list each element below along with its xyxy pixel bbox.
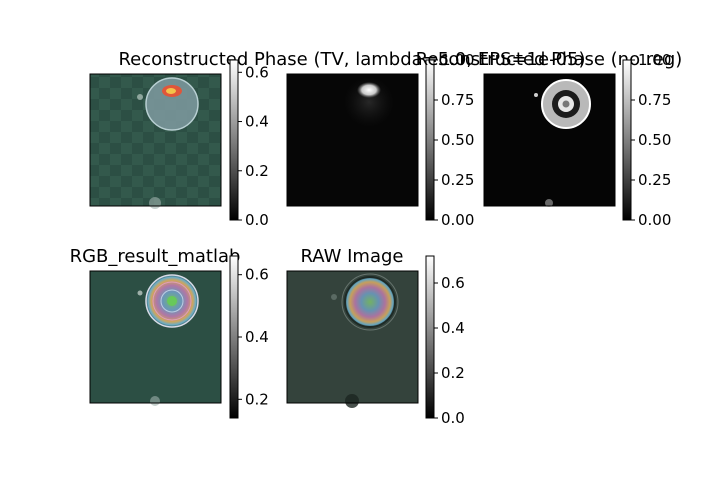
colorbar-tick-label: 0.4 [245, 328, 269, 346]
panel-1: Reconstructed Phase (TV, lambda=5.0, EPS… [89, 49, 586, 229]
panel-3-image [483, 73, 616, 207]
panel-5-title: RAW Image [301, 246, 404, 267]
colorbar-tick-label: 0.0 [245, 211, 269, 229]
panel-2-image [286, 73, 419, 207]
colorbar-tick-label: 0.0 [441, 409, 465, 427]
colorbar-tick-label: 0.00 [441, 211, 474, 229]
colorbar-tick-label: 0.4 [245, 113, 269, 131]
panel-3-title: Reconstructed Phase (no reg) [416, 49, 683, 70]
colorbar-gradient [425, 59, 435, 221]
panel-5-frame [286, 270, 419, 404]
colorbar-tick-label: 0.6 [245, 266, 269, 284]
panel-2-colorbar: 0.00 0.25 0.50 0.75 1.00 [425, 51, 474, 229]
colorbar-tick-label: 0.4 [441, 319, 465, 337]
colorbar-tick-label: 0.25 [638, 171, 671, 189]
panel-4-title: RGB_result_matlab [70, 246, 241, 267]
panel-1-cell [146, 78, 198, 130]
panel-3-frame [483, 73, 616, 207]
panel-5-cell [345, 277, 395, 327]
colorbar-tick-label: 0.6 [245, 63, 269, 81]
panel-2-frame [286, 73, 419, 207]
colorbar-tick-label: 1.00 [441, 51, 474, 69]
panel-4-frame [89, 270, 222, 404]
panel-4: RGB_result_matlab 0.2 0.4 0.6 [70, 246, 269, 419]
colorbar-tick-label: 0.25 [441, 171, 474, 189]
colorbar-tick-label: 0.50 [638, 131, 671, 149]
colorbar-tick-label: 0.2 [245, 162, 269, 180]
panel-5-image [286, 270, 419, 408]
colorbar-tick-label: 0.75 [638, 91, 671, 109]
panel-4-image [89, 270, 222, 406]
colorbar-tick-label: 0.75 [441, 91, 474, 109]
colorbar-tick-label: 0.2 [441, 364, 465, 382]
panel-5-colorbar: 0.0 0.2 0.4 0.6 [425, 255, 465, 427]
colorbar-tick-label: 0.2 [245, 390, 269, 408]
panel-1-colorbar: 0.0 0.2 0.4 0.6 [229, 59, 269, 229]
colorbar-gradient [229, 59, 239, 221]
colorbar-tick-label: 0.50 [441, 131, 474, 149]
colorbar-tick-label: 0.6 [441, 274, 465, 292]
panel-4-colorbar: 0.2 0.4 0.6 [229, 255, 269, 419]
panel-3-colorbar: 0.00 0.25 0.50 0.75 1.00 [622, 51, 671, 229]
panel-2: 0.00 0.25 0.50 0.75 1.00 [286, 51, 474, 229]
colorbar-gradient [425, 255, 435, 419]
panel-5: RAW Image 0.0 0.2 0.4 0.6 [286, 246, 465, 427]
colorbar-gradient [622, 59, 632, 221]
colorbar-tick-label: 0.00 [638, 211, 671, 229]
colorbar-tick-label: 1.00 [638, 51, 671, 69]
panel-1-frame [89, 73, 222, 207]
panel-2-bright-spot [357, 82, 381, 98]
panel-1-image [89, 73, 222, 209]
colorbar-gradient [229, 255, 239, 419]
panel-3: Reconstructed Phase (no reg) 0.00 0.25 0.5… [416, 49, 683, 229]
